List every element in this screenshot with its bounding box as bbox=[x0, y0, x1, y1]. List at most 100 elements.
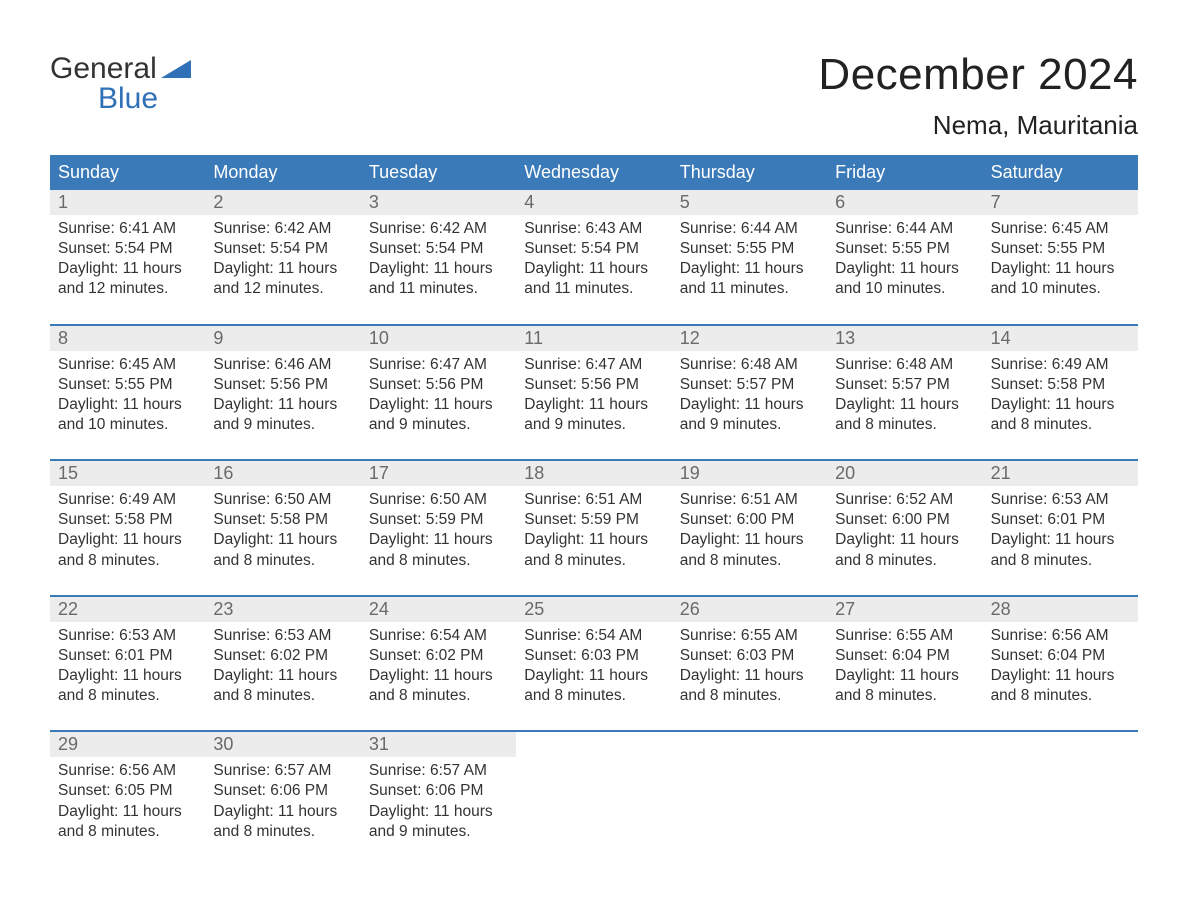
sunset-text: Sunset: 6:06 PM bbox=[213, 781, 352, 801]
day-cell: 1Sunrise: 6:41 AMSunset: 5:54 PMDaylight… bbox=[50, 190, 205, 306]
daylight-text: Daylight: 11 hours and 8 minutes. bbox=[524, 530, 663, 570]
day-cell: 14Sunrise: 6:49 AMSunset: 5:58 PMDayligh… bbox=[983, 326, 1138, 442]
sunrise-text: Sunrise: 6:46 AM bbox=[213, 355, 352, 375]
sunset-text: Sunset: 5:58 PM bbox=[213, 510, 352, 530]
day-number: 2 bbox=[205, 190, 360, 215]
daylight-text: Daylight: 11 hours and 8 minutes. bbox=[213, 802, 352, 842]
day-body: Sunrise: 6:47 AMSunset: 5:56 PMDaylight:… bbox=[516, 351, 671, 436]
day-body: Sunrise: 6:50 AMSunset: 5:58 PMDaylight:… bbox=[205, 486, 360, 571]
sunrise-text: Sunrise: 6:47 AM bbox=[524, 355, 663, 375]
day-cell: 12Sunrise: 6:48 AMSunset: 5:57 PMDayligh… bbox=[672, 326, 827, 442]
day-number: 9 bbox=[205, 326, 360, 351]
day-body: Sunrise: 6:53 AMSunset: 6:02 PMDaylight:… bbox=[205, 622, 360, 707]
sunset-text: Sunset: 6:03 PM bbox=[524, 646, 663, 666]
title-block: December 2024 Nema, Mauritania bbox=[818, 50, 1138, 149]
day-cell: 15Sunrise: 6:49 AMSunset: 5:58 PMDayligh… bbox=[50, 461, 205, 577]
day-cell: 16Sunrise: 6:50 AMSunset: 5:58 PMDayligh… bbox=[205, 461, 360, 577]
day-body: Sunrise: 6:45 AMSunset: 5:55 PMDaylight:… bbox=[50, 351, 205, 436]
day-body: Sunrise: 6:53 AMSunset: 6:01 PMDaylight:… bbox=[983, 486, 1138, 571]
week-row: 8Sunrise: 6:45 AMSunset: 5:55 PMDaylight… bbox=[50, 324, 1138, 442]
sunset-text: Sunset: 6:06 PM bbox=[369, 781, 508, 801]
daylight-text: Daylight: 11 hours and 9 minutes. bbox=[369, 395, 508, 435]
day-number: 10 bbox=[361, 326, 516, 351]
daylight-text: Daylight: 11 hours and 9 minutes. bbox=[680, 395, 819, 435]
day-cell: 20Sunrise: 6:52 AMSunset: 6:00 PMDayligh… bbox=[827, 461, 982, 577]
sunrise-text: Sunrise: 6:49 AM bbox=[991, 355, 1130, 375]
day-number: 1 bbox=[50, 190, 205, 215]
daylight-text: Daylight: 11 hours and 8 minutes. bbox=[680, 530, 819, 570]
daylight-text: Daylight: 11 hours and 10 minutes. bbox=[835, 259, 974, 299]
day-number: 7 bbox=[983, 190, 1138, 215]
sunrise-text: Sunrise: 6:50 AM bbox=[369, 490, 508, 510]
day-cell: 2Sunrise: 6:42 AMSunset: 5:54 PMDaylight… bbox=[205, 190, 360, 306]
daylight-text: Daylight: 11 hours and 8 minutes. bbox=[58, 802, 197, 842]
sunset-text: Sunset: 5:54 PM bbox=[58, 239, 197, 259]
daylight-text: Daylight: 11 hours and 12 minutes. bbox=[213, 259, 352, 299]
sunrise-text: Sunrise: 6:57 AM bbox=[369, 761, 508, 781]
sunset-text: Sunset: 6:00 PM bbox=[835, 510, 974, 530]
day-number: 12 bbox=[672, 326, 827, 351]
day-number: 6 bbox=[827, 190, 982, 215]
day-body: Sunrise: 6:57 AMSunset: 6:06 PMDaylight:… bbox=[361, 757, 516, 842]
daylight-text: Daylight: 11 hours and 9 minutes. bbox=[213, 395, 352, 435]
day-number: 3 bbox=[361, 190, 516, 215]
sunrise-text: Sunrise: 6:53 AM bbox=[213, 626, 352, 646]
day-body: Sunrise: 6:51 AMSunset: 6:00 PMDaylight:… bbox=[672, 486, 827, 571]
day-number: 31 bbox=[361, 732, 516, 757]
dow-tuesday: Tuesday bbox=[361, 155, 516, 190]
day-body: Sunrise: 6:49 AMSunset: 5:58 PMDaylight:… bbox=[50, 486, 205, 571]
day-cell: 7Sunrise: 6:45 AMSunset: 5:55 PMDaylight… bbox=[983, 190, 1138, 306]
daylight-text: Daylight: 11 hours and 8 minutes. bbox=[835, 395, 974, 435]
day-body: Sunrise: 6:44 AMSunset: 5:55 PMDaylight:… bbox=[827, 215, 982, 300]
daylight-text: Daylight: 11 hours and 10 minutes. bbox=[58, 395, 197, 435]
day-number: 20 bbox=[827, 461, 982, 486]
sunrise-text: Sunrise: 6:52 AM bbox=[835, 490, 974, 510]
day-body: Sunrise: 6:42 AMSunset: 5:54 PMDaylight:… bbox=[205, 215, 360, 300]
sunrise-text: Sunrise: 6:53 AM bbox=[58, 626, 197, 646]
sunset-text: Sunset: 6:04 PM bbox=[991, 646, 1130, 666]
day-number: 11 bbox=[516, 326, 671, 351]
day-number: 21 bbox=[983, 461, 1138, 486]
sunrise-text: Sunrise: 6:41 AM bbox=[58, 219, 197, 239]
day-body: Sunrise: 6:55 AMSunset: 6:04 PMDaylight:… bbox=[827, 622, 982, 707]
month-title: December 2024 bbox=[818, 50, 1138, 100]
day-cell: 22Sunrise: 6:53 AMSunset: 6:01 PMDayligh… bbox=[50, 597, 205, 713]
day-number: 8 bbox=[50, 326, 205, 351]
sunset-text: Sunset: 5:56 PM bbox=[213, 375, 352, 395]
sunset-text: Sunset: 5:54 PM bbox=[524, 239, 663, 259]
dow-wednesday: Wednesday bbox=[516, 155, 671, 190]
sunset-text: Sunset: 5:54 PM bbox=[213, 239, 352, 259]
sunset-text: Sunset: 6:03 PM bbox=[680, 646, 819, 666]
day-cell: 6Sunrise: 6:44 AMSunset: 5:55 PMDaylight… bbox=[827, 190, 982, 306]
day-body: Sunrise: 6:41 AMSunset: 5:54 PMDaylight:… bbox=[50, 215, 205, 300]
sunset-text: Sunset: 5:55 PM bbox=[680, 239, 819, 259]
day-cell bbox=[827, 732, 982, 848]
daylight-text: Daylight: 11 hours and 8 minutes. bbox=[835, 666, 974, 706]
sunrise-text: Sunrise: 6:55 AM bbox=[835, 626, 974, 646]
sunset-text: Sunset: 5:57 PM bbox=[835, 375, 974, 395]
day-cell bbox=[672, 732, 827, 848]
day-cell: 31Sunrise: 6:57 AMSunset: 6:06 PMDayligh… bbox=[361, 732, 516, 848]
day-body: Sunrise: 6:42 AMSunset: 5:54 PMDaylight:… bbox=[361, 215, 516, 300]
day-cell: 4Sunrise: 6:43 AMSunset: 5:54 PMDaylight… bbox=[516, 190, 671, 306]
sunset-text: Sunset: 6:02 PM bbox=[213, 646, 352, 666]
day-number: 26 bbox=[672, 597, 827, 622]
day-number: 16 bbox=[205, 461, 360, 486]
day-cell bbox=[983, 732, 1138, 848]
sunrise-text: Sunrise: 6:54 AM bbox=[369, 626, 508, 646]
day-body: Sunrise: 6:53 AMSunset: 6:01 PMDaylight:… bbox=[50, 622, 205, 707]
day-number: 22 bbox=[50, 597, 205, 622]
sunrise-text: Sunrise: 6:43 AM bbox=[524, 219, 663, 239]
sunset-text: Sunset: 6:00 PM bbox=[680, 510, 819, 530]
day-body: Sunrise: 6:46 AMSunset: 5:56 PMDaylight:… bbox=[205, 351, 360, 436]
sunrise-text: Sunrise: 6:53 AM bbox=[991, 490, 1130, 510]
sunrise-text: Sunrise: 6:45 AM bbox=[991, 219, 1130, 239]
day-body: Sunrise: 6:49 AMSunset: 5:58 PMDaylight:… bbox=[983, 351, 1138, 436]
daylight-text: Daylight: 11 hours and 8 minutes. bbox=[991, 530, 1130, 570]
dow-sunday: Sunday bbox=[50, 155, 205, 190]
day-number: 14 bbox=[983, 326, 1138, 351]
sunrise-text: Sunrise: 6:42 AM bbox=[369, 219, 508, 239]
sunrise-text: Sunrise: 6:42 AM bbox=[213, 219, 352, 239]
dow-friday: Friday bbox=[827, 155, 982, 190]
day-body: Sunrise: 6:56 AMSunset: 6:05 PMDaylight:… bbox=[50, 757, 205, 842]
